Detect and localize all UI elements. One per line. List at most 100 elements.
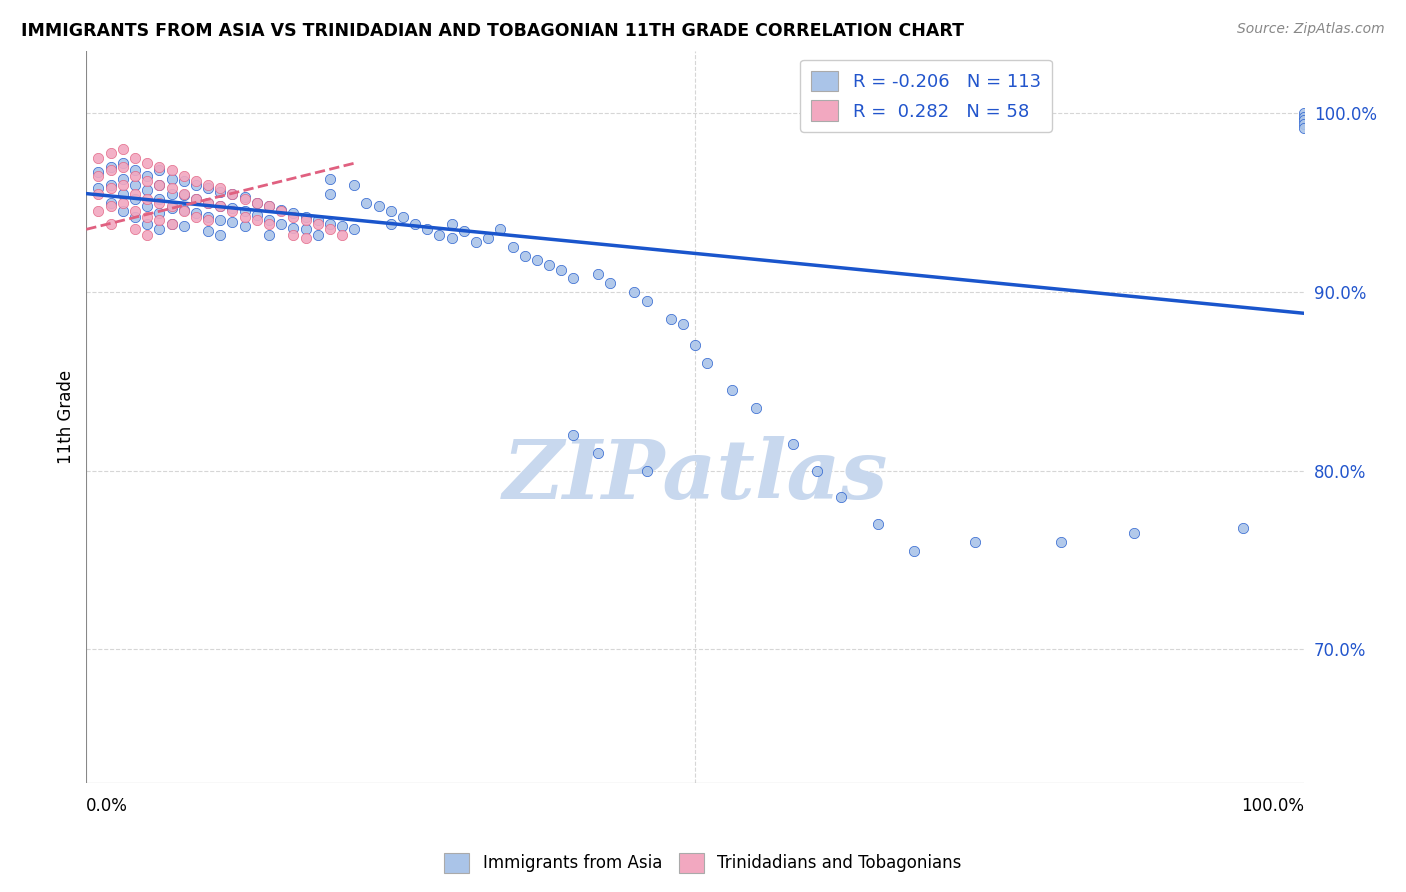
Point [903, 544, 925, 558]
Point [100, 160, 122, 174]
Point [111, 172, 134, 186]
Point [148, 192, 170, 206]
Point [160, 217, 183, 231]
Point [1294, 113, 1316, 128]
Point [136, 192, 159, 206]
Point [330, 219, 353, 233]
Point [623, 285, 645, 299]
Point [1294, 117, 1316, 131]
Point [184, 192, 207, 206]
Point [367, 199, 389, 213]
Text: 100.0%: 100.0% [1241, 797, 1305, 815]
Point [550, 263, 572, 277]
Point [160, 199, 183, 213]
Point [124, 192, 146, 206]
Point [586, 445, 609, 459]
Point [343, 178, 366, 192]
Point [562, 270, 585, 285]
Point [136, 156, 159, 170]
Point [257, 213, 280, 227]
Point [197, 195, 219, 210]
Point [1232, 521, 1254, 535]
Point [124, 163, 146, 178]
Point [148, 195, 170, 210]
Point [148, 178, 170, 192]
Point [100, 181, 122, 195]
Point [136, 174, 159, 188]
Point [124, 204, 146, 219]
Legend: Immigrants from Asia, Trinidadians and Tobagonians: Immigrants from Asia, Trinidadians and T… [437, 847, 969, 880]
Point [111, 186, 134, 201]
Point [209, 199, 232, 213]
Point [87, 181, 110, 195]
Point [830, 491, 852, 505]
Point [319, 186, 342, 201]
Point [294, 213, 316, 227]
Point [160, 163, 183, 178]
Point [160, 186, 183, 201]
Point [283, 206, 305, 220]
Point [246, 195, 269, 210]
Point [184, 178, 207, 192]
Point [87, 165, 110, 179]
Point [87, 204, 110, 219]
Point [173, 188, 195, 202]
Point [100, 145, 122, 160]
Point [416, 222, 439, 236]
Point [221, 186, 243, 201]
Point [111, 178, 134, 192]
Point [221, 215, 243, 229]
Point [343, 222, 366, 236]
Point [283, 210, 305, 224]
Point [429, 227, 451, 242]
Point [197, 210, 219, 224]
Point [148, 160, 170, 174]
Text: ZIPatlas: ZIPatlas [502, 435, 889, 516]
Point [197, 213, 219, 227]
Y-axis label: 11th Grade: 11th Grade [58, 370, 75, 464]
Text: Source: ZipAtlas.com: Source: ZipAtlas.com [1237, 22, 1385, 37]
Point [502, 240, 524, 254]
Point [173, 202, 195, 217]
Point [1049, 535, 1071, 549]
Point [683, 338, 706, 352]
Point [538, 258, 561, 272]
Point [87, 169, 110, 183]
Point [257, 199, 280, 213]
Point [160, 217, 183, 231]
Point [124, 178, 146, 192]
Point [136, 210, 159, 224]
Point [465, 235, 488, 249]
Point [636, 293, 658, 308]
Point [307, 213, 329, 227]
Point [672, 317, 695, 331]
Point [173, 204, 195, 219]
Point [197, 181, 219, 195]
Point [659, 311, 682, 326]
Point [173, 174, 195, 188]
Point [440, 231, 463, 245]
Point [233, 204, 256, 219]
Point [294, 231, 316, 245]
Point [184, 174, 207, 188]
Point [184, 206, 207, 220]
Point [209, 181, 232, 195]
Point [1294, 110, 1316, 124]
Point [209, 199, 232, 213]
Point [1294, 106, 1316, 120]
Point [307, 227, 329, 242]
Point [197, 178, 219, 192]
Point [209, 185, 232, 199]
Point [270, 202, 292, 217]
Point [100, 195, 122, 210]
Point [319, 172, 342, 186]
Text: IMMIGRANTS FROM ASIA VS TRINIDADIAN AND TOBAGONIAN 11TH GRADE CORRELATION CHART: IMMIGRANTS FROM ASIA VS TRINIDADIAN AND … [21, 22, 965, 40]
Point [636, 463, 658, 477]
Point [404, 217, 426, 231]
Point [160, 201, 183, 215]
Point [270, 204, 292, 219]
Point [148, 178, 170, 192]
Point [720, 383, 742, 397]
Point [209, 227, 232, 242]
Text: 0.0%: 0.0% [86, 797, 128, 815]
